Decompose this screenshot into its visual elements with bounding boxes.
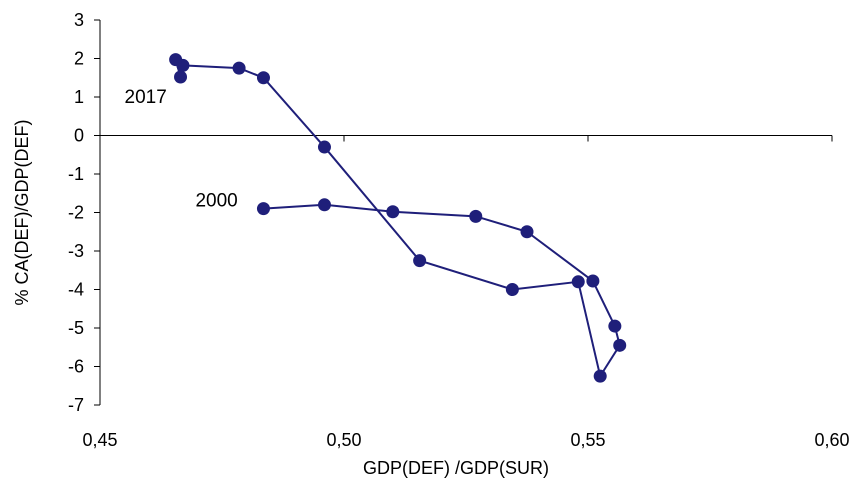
data-point: [469, 209, 483, 223]
y-ticks: 3 2 1 0 -1 -2 -3 -4 -5 -6 -7: [68, 10, 100, 415]
data-point: [608, 319, 622, 333]
data-point: [505, 283, 519, 296]
data-point: [317, 140, 331, 154]
y-tick-label: 2: [74, 49, 84, 69]
data-point: [232, 61, 246, 75]
year-annotation: 2000: [195, 191, 237, 212]
data-point: [174, 70, 188, 84]
series: [169, 53, 627, 383]
y-tick-label: 0: [74, 126, 84, 146]
y-tick-label: -7: [68, 395, 84, 415]
y-tick-label: -6: [68, 357, 84, 377]
data-point: [169, 53, 183, 67]
axes: 3 2 1 0 -1 -2 -3 -4 -5 -6 -7 0,45 0,50 0,55 0,60: [68, 10, 850, 450]
data-point: [593, 369, 607, 383]
y-tick-label: -5: [68, 318, 84, 338]
y-tick-label: -4: [68, 280, 84, 300]
y-tick-label: -1: [68, 164, 84, 184]
y-tick-label: 1: [74, 87, 84, 107]
x-tick-label: 0,55: [570, 430, 605, 450]
x-tick-label: 0,45: [82, 430, 117, 450]
data-point: [256, 202, 270, 216]
year-annotation: 2017: [125, 87, 167, 108]
x-tick-label: 0,50: [326, 430, 361, 450]
data-point: [317, 198, 331, 212]
data-point: [386, 205, 400, 219]
y-tick-label: 3: [74, 10, 84, 30]
series-line: [173, 56, 621, 379]
x-axis-title: GDP(DEF) /GDP(SUR): [363, 458, 549, 478]
data-point: [571, 275, 585, 289]
data-point: [520, 225, 534, 239]
data-point: [256, 71, 270, 85]
y-tick-label: -3: [68, 241, 84, 261]
annotations: 2000 2017: [125, 87, 238, 212]
x-tick-label: 0,60: [814, 430, 849, 450]
x-ticks: 0,45 0,50 0,55 0,60: [82, 135, 850, 450]
data-point: [586, 274, 600, 288]
y-tick-label: -2: [68, 203, 84, 223]
y-axis-title: % CA(DEF)/GDP(DEF): [12, 120, 32, 306]
data-point: [613, 338, 627, 352]
data-point: [413, 254, 427, 268]
